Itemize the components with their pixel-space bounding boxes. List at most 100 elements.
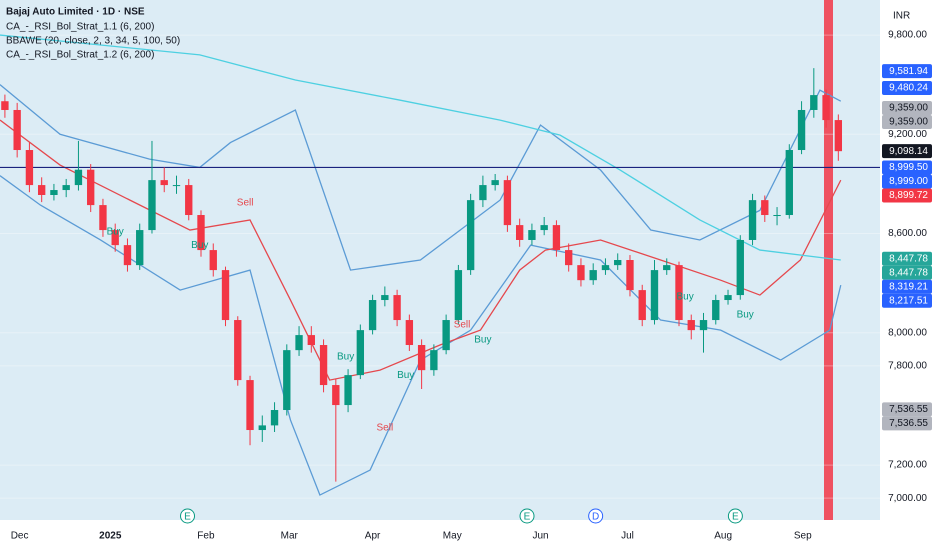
plot-background	[0, 0, 880, 520]
candle-body	[687, 320, 695, 331]
price-label-box	[882, 188, 932, 203]
candle-body	[13, 109, 21, 151]
price-label: 7,536.55	[889, 404, 928, 415]
price-label: 8,447.78	[889, 253, 928, 264]
signal-label: Buy	[191, 240, 208, 251]
signal-label: Buy	[474, 335, 491, 346]
y-tick-label: 9,200.00	[888, 129, 927, 140]
candle-body	[270, 410, 279, 426]
y-tick-label: 8,600.00	[888, 228, 927, 239]
candle-body	[503, 180, 512, 226]
price-label: 9,359.00	[889, 103, 928, 114]
price-label: 8,999.50	[889, 162, 928, 173]
candle-body	[111, 230, 119, 246]
x-tick-label: 2025	[99, 531, 122, 542]
candle-body	[466, 200, 475, 271]
price-label: 7,536.55	[889, 418, 928, 429]
candle-body	[172, 185, 181, 187]
candle-body	[258, 425, 266, 431]
price-label: 9,098.14	[889, 146, 928, 157]
event-label: E	[184, 512, 191, 523]
candle-body	[699, 320, 708, 331]
candle-body	[368, 300, 377, 331]
indicator-line	[0, 34, 841, 261]
x-tick-label: Apr	[365, 531, 381, 542]
candle-body	[417, 345, 426, 371]
candle-body	[515, 225, 524, 240]
candle-body	[295, 335, 303, 351]
signal-label: Buy	[397, 370, 414, 381]
price-label: 9,581.94	[889, 66, 928, 77]
price-label: 8,999.00	[889, 176, 928, 187]
candle-body	[37, 185, 46, 195]
signal-label: Sell	[377, 423, 394, 434]
event-icon	[727, 508, 743, 524]
signal-label: Buy	[337, 352, 354, 363]
candle-body	[479, 185, 487, 201]
candle-body	[638, 290, 646, 321]
signal-label: Sell	[237, 198, 254, 209]
price-label: 8,899.72	[889, 190, 928, 201]
signal-label: Buy	[677, 292, 694, 303]
indicator-line	[0, 119, 842, 381]
price-label-box	[882, 251, 932, 266]
candle-body	[650, 270, 659, 321]
event-icon	[180, 508, 196, 524]
price-label-box	[882, 101, 932, 116]
candle-body	[74, 169, 83, 186]
candle-body	[540, 225, 548, 231]
candle-body	[810, 95, 818, 110]
price-label-box	[882, 279, 932, 294]
candle-body	[148, 180, 156, 231]
candle-body	[25, 150, 34, 186]
candle-body	[344, 375, 352, 406]
candle-body	[393, 295, 401, 321]
candle-body	[405, 320, 414, 346]
candle-body	[246, 380, 254, 431]
price-label: 9,359.00	[889, 117, 928, 128]
x-tick-label: Aug	[714, 531, 732, 542]
candle-body	[319, 345, 328, 386]
indicator-label: CA_-_RSI_Bol_Strat_1.2 (6, 200)	[6, 50, 154, 61]
x-tick-label: Feb	[197, 531, 215, 542]
price-label-box	[882, 402, 932, 417]
candle-body	[123, 245, 132, 266]
signal-label: Sell	[454, 320, 471, 331]
candle-body	[552, 225, 561, 251]
currency: INR	[893, 11, 910, 22]
price-label-box	[882, 80, 932, 95]
candle-body	[87, 169, 95, 206]
indicator-label: BBAWE (20, close, 2, 3, 34, 5, 100, 50)	[6, 36, 180, 47]
candle-body	[50, 190, 58, 195]
price-label-box	[882, 144, 932, 159]
y-tick-label: 7,800.00	[888, 360, 927, 371]
candle-body	[773, 215, 781, 217]
candle-body	[589, 270, 597, 281]
candle-body	[307, 335, 315, 346]
event-label: E	[732, 512, 739, 523]
price-label-box	[882, 64, 932, 79]
candle-body	[528, 230, 536, 240]
candle-body	[209, 250, 217, 271]
signal-label: Buy	[737, 310, 754, 321]
candle-body	[332, 385, 340, 406]
candle-body	[221, 270, 230, 321]
candle-body	[430, 350, 438, 371]
price-label: 8,217.51	[889, 295, 928, 306]
candle-body	[785, 150, 793, 216]
candle-body	[356, 330, 365, 376]
candle-body	[62, 185, 70, 191]
x-tick-label: Jun	[532, 531, 548, 542]
chart-title: Bajaj Auto Limited · 1D · NSE	[6, 7, 145, 18]
candle-body	[565, 250, 573, 266]
candle-body	[1, 101, 9, 110]
x-tick-label: Dec	[11, 531, 29, 542]
x-tick-label: Mar	[281, 531, 299, 542]
candle-body	[761, 200, 769, 216]
price-label-box	[882, 174, 932, 189]
candle-body	[626, 260, 634, 291]
event-icon	[519, 508, 535, 524]
event-icon	[588, 508, 604, 524]
y-tick-label: 7,200.00	[888, 460, 927, 471]
